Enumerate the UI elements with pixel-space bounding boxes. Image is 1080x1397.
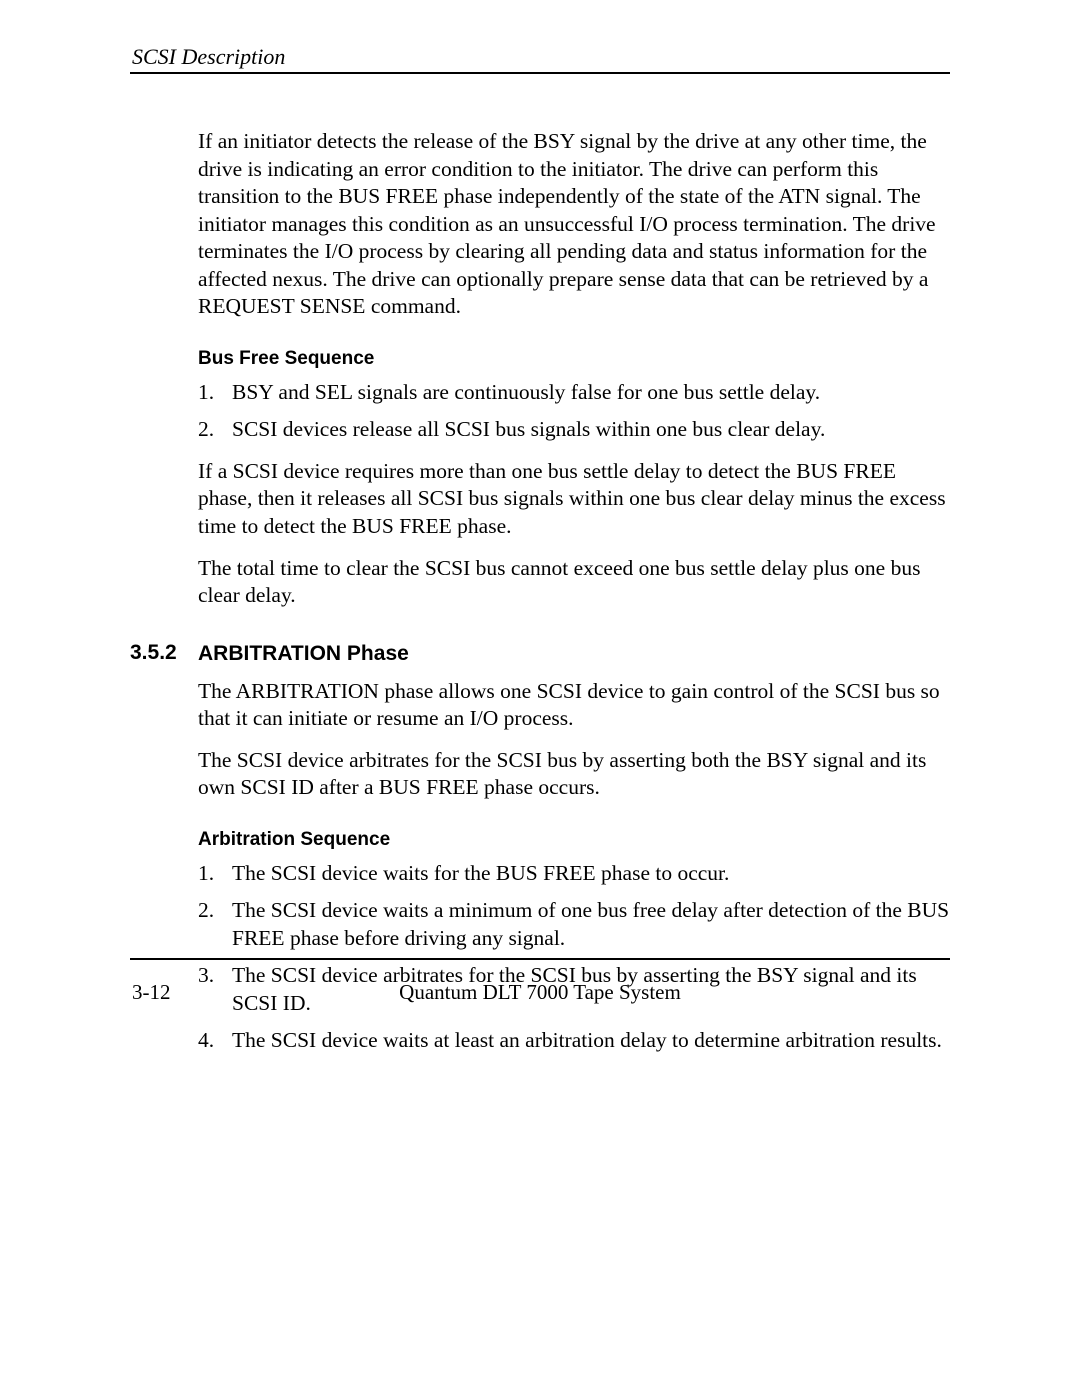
bus-free-heading: Bus Free Sequence <box>198 347 950 371</box>
list-item: 2. SCSI devices release all SCSI bus sig… <box>232 416 950 444</box>
list-number: 2. <box>198 897 226 925</box>
list-text: The SCSI device waits at least an arbitr… <box>232 1028 942 1052</box>
list-text: The SCSI device waits for the BUS FREE p… <box>232 861 729 885</box>
bus-free-list: 1. BSY and SEL signals are continuously … <box>198 379 950 444</box>
list-number: 2. <box>198 416 226 444</box>
section-paragraph-2: The SCSI device arbitrates for the SCSI … <box>198 747 950 802</box>
footer-rule <box>130 958 950 960</box>
list-item: 2. The SCSI device waits a minimum of on… <box>232 897 950 952</box>
running-head: SCSI Description <box>132 44 285 70</box>
list-item: 1. BSY and SEL signals are continuously … <box>232 379 950 407</box>
section-title: ARBITRATION Phase <box>198 642 409 665</box>
list-number: 1. <box>198 379 226 407</box>
bus-free-followup-1: If a SCSI device requires more than one … <box>198 458 950 541</box>
list-text: SCSI devices release all SCSI bus signal… <box>232 417 825 441</box>
section-paragraph-1: The ARBITRATION phase allows one SCSI de… <box>198 678 950 733</box>
intro-paragraph: If an initiator detects the release of t… <box>198 128 950 321</box>
list-number: 4. <box>198 1027 226 1055</box>
footer-doc-title: Quantum DLT 7000 Tape System <box>0 980 1080 1005</box>
section-number: 3.5.2 <box>130 640 177 667</box>
list-text: BSY and SEL signals are continuously fal… <box>232 380 820 404</box>
header-rule <box>130 72 950 74</box>
page-content: If an initiator detects the release of t… <box>198 128 950 1069</box>
document-page: SCSI Description If an initiator detects… <box>0 0 1080 1397</box>
bus-free-followup-2: The total time to clear the SCSI bus can… <box>198 555 950 610</box>
arbitration-heading: Arbitration Sequence <box>198 828 950 852</box>
list-number: 1. <box>198 860 226 888</box>
list-item: 1. The SCSI device waits for the BUS FRE… <box>232 860 950 888</box>
list-item: 4. The SCSI device waits at least an arb… <box>232 1027 950 1055</box>
section-heading: 3.5.2 ARBITRATION Phase <box>198 640 950 666</box>
list-text: The SCSI device waits a minimum of one b… <box>232 898 949 950</box>
